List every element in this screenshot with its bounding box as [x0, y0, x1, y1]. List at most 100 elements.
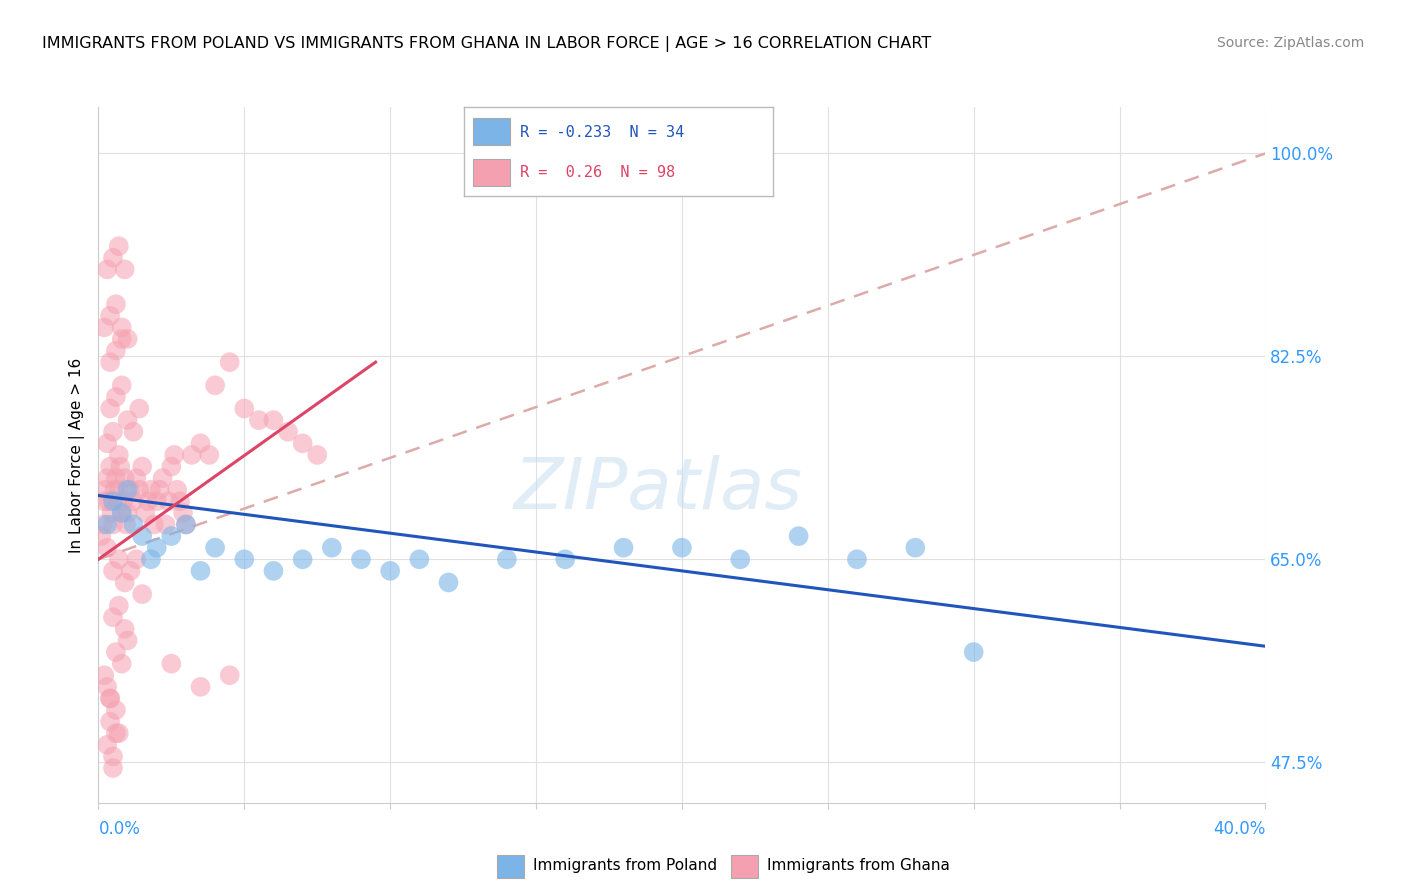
Point [90, 529, 112, 543]
Point [101, 425, 124, 439]
Point [180, 448, 202, 462]
Point [142, 517, 165, 532]
Point [111, 332, 134, 346]
Point [155, 517, 177, 532]
Point [96, 541, 118, 555]
Point [104, 343, 127, 358]
Point [218, 668, 240, 682]
Text: ZIPatlas: ZIPatlas [515, 455, 803, 524]
Text: 0.0%: 0.0% [98, 821, 141, 838]
Point [163, 448, 186, 462]
Point [904, 541, 927, 555]
Point [787, 860, 810, 873]
Point [218, 355, 240, 369]
Point [149, 483, 172, 497]
Point [613, 541, 636, 555]
Point [101, 761, 124, 775]
Point [263, 564, 285, 578]
Point [104, 297, 127, 311]
Point [122, 425, 145, 439]
Point [204, 541, 226, 555]
Point [139, 483, 162, 497]
Point [114, 575, 136, 590]
Point [93, 320, 115, 334]
Point [247, 413, 270, 427]
Point [96, 680, 118, 694]
Point [146, 494, 169, 508]
Point [98, 401, 121, 416]
Point [496, 552, 519, 566]
Point [120, 483, 142, 497]
Point [98, 691, 121, 706]
Point [152, 471, 174, 485]
Point [146, 541, 169, 555]
Point [114, 471, 136, 485]
Point [111, 657, 134, 671]
Point [111, 378, 134, 392]
Point [190, 564, 212, 578]
Point [100, 506, 122, 520]
Point [263, 413, 285, 427]
Point [117, 506, 139, 520]
Text: IMMIGRANTS FROM POLAND VS IMMIGRANTS FROM GHANA IN LABOR FORCE | AGE > 16 CORREL: IMMIGRANTS FROM POLAND VS IMMIGRANTS FRO… [42, 36, 931, 52]
Point [131, 587, 153, 601]
Point [108, 726, 131, 740]
Point [120, 564, 142, 578]
Point [160, 459, 183, 474]
Point [174, 517, 197, 532]
Point [437, 575, 460, 590]
Point [117, 332, 139, 346]
Point [122, 517, 145, 532]
Bar [474, 159, 510, 186]
Point [172, 506, 194, 520]
Point [111, 506, 134, 520]
Point [131, 529, 153, 543]
Point [97, 494, 120, 508]
Point [277, 425, 299, 439]
Point [104, 645, 127, 659]
Point [96, 436, 118, 450]
Y-axis label: In Labor Force | Age > 16: In Labor Force | Age > 16 [69, 358, 86, 552]
Point [104, 703, 127, 717]
Point [103, 483, 125, 497]
Point [128, 401, 150, 416]
Point [408, 552, 430, 566]
Text: Immigrants from Poland: Immigrants from Poland [533, 858, 717, 872]
Point [101, 749, 124, 764]
Point [108, 599, 131, 613]
Point [380, 564, 402, 578]
Point [111, 320, 134, 334]
Point [101, 564, 124, 578]
Point [108, 448, 131, 462]
Point [846, 854, 869, 868]
Point [101, 517, 124, 532]
Bar [496, 855, 523, 878]
Point [96, 262, 118, 277]
Point [91, 517, 114, 532]
Point [350, 552, 373, 566]
Point [114, 262, 136, 277]
Point [233, 552, 256, 566]
Point [117, 633, 139, 648]
Point [291, 552, 314, 566]
Point [96, 471, 118, 485]
Text: Source: ZipAtlas.com: Source: ZipAtlas.com [1216, 36, 1364, 50]
Point [117, 413, 139, 427]
Point [98, 459, 121, 474]
Point [104, 390, 127, 404]
Point [136, 494, 159, 508]
Point [671, 871, 693, 885]
Point [96, 738, 118, 752]
Point [134, 506, 156, 520]
Point [115, 517, 138, 532]
Point [96, 517, 118, 532]
Point [190, 680, 212, 694]
Point [962, 645, 984, 659]
Point [166, 483, 188, 497]
Point [160, 657, 183, 671]
Point [93, 668, 115, 682]
Point [94, 483, 117, 497]
Point [730, 865, 752, 880]
Point [98, 309, 121, 323]
Point [291, 436, 314, 450]
